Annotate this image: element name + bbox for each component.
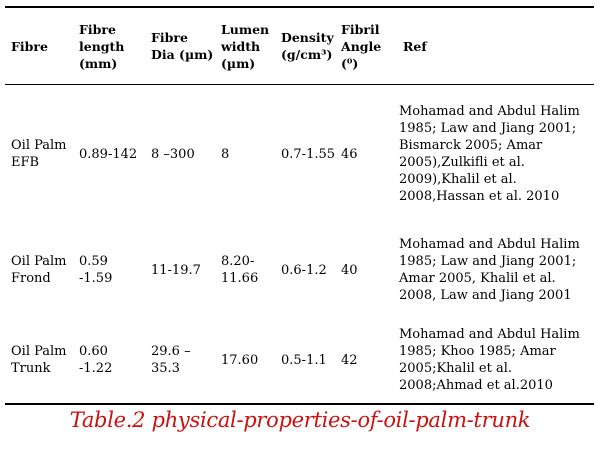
cell-angle: 40 <box>341 262 358 278</box>
header-lumen-width: Lumen width (µm) <box>221 21 270 71</box>
cell-dia: 8 –300 <box>151 146 195 162</box>
cell-density: 0.5-1.1 <box>281 352 327 368</box>
header-fibre-length: Fibre length (mm) <box>79 21 125 71</box>
cell-density: 0.7-1.55 <box>281 146 336 162</box>
cell-ref: Mohamad and Abdul Halim 1985; Law and Ji… <box>399 104 580 204</box>
cell-lumen: 17.60 <box>221 352 259 368</box>
cell-fibre: Oil Palm Trunk <box>11 344 67 376</box>
cell-fibre: Oil Palm Frond <box>11 254 67 286</box>
cell-lumen: 8 <box>221 146 230 162</box>
properties-table-container: Fibre Fibre length (mm) Fibre Dia (µm) L… <box>5 6 594 405</box>
header-density: Density (g/cm³) <box>281 30 334 62</box>
table-row: Oil Palm Trunk 0.60 -1.22 29.6 –35.3 17.… <box>5 317 594 404</box>
cell-dia: 29.6 –35.3 <box>151 344 191 376</box>
cell-ref: Mohamad and Abdul Halim 1985; Khoo 1985;… <box>399 327 580 393</box>
table-header-row: Fibre Fibre length (mm) Fibre Dia (µm) L… <box>5 7 594 85</box>
cell-ref: Mohamad and Abdul Halim 1985; Law and Ji… <box>399 237 580 303</box>
header-fibre: Fibre <box>11 38 48 54</box>
table-caption: Table.2 physical-properties-of-oil-palm-… <box>69 408 531 432</box>
cell-lumen: 8.20- 11.66 <box>221 254 259 286</box>
cell-length: 0.60 -1.22 <box>79 344 113 376</box>
cell-dia: 11-19.7 <box>151 262 201 278</box>
header-ref: Ref <box>403 38 427 54</box>
cell-length: 0.89-142 <box>79 146 138 162</box>
table-row: Oil Palm EFB 0.89-142 8 –300 8 0.7-1.55 … <box>5 85 594 224</box>
table-row: Oil Palm Frond 0.59 -1.59 11-19.7 8.20- … <box>5 223 594 317</box>
cell-length: 0.59 -1.59 <box>79 254 113 286</box>
cell-density: 0.6-1.2 <box>281 262 327 278</box>
cell-angle: 42 <box>341 352 358 368</box>
cell-angle: 46 <box>341 146 358 162</box>
header-fibre-dia: Fibre Dia (µm) <box>151 30 214 62</box>
properties-table: Fibre Fibre length (mm) Fibre Dia (µm) L… <box>5 6 594 405</box>
cell-fibre: Oil Palm EFB <box>11 138 67 170</box>
header-fibril-angle: Fibril Angle (⁰) <box>341 21 382 71</box>
